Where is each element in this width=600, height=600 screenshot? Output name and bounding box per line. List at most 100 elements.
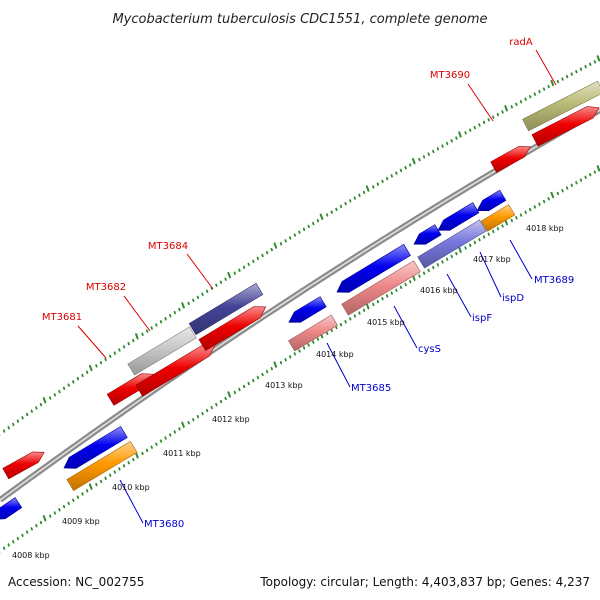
inner-track-tick	[81, 492, 84, 496]
outer-track-tick	[349, 199, 352, 203]
outer-track-tick	[150, 326, 153, 330]
inner-track-tick	[570, 183, 573, 188]
inner-track-tick	[381, 297, 384, 301]
outer-track-tick	[293, 233, 297, 237]
outer-track-tick	[273, 242, 278, 249]
outer-track-tick	[196, 295, 200, 299]
outer-track-tick	[473, 125, 477, 130]
inner-track-tick	[205, 408, 209, 413]
outer-track-tick	[88, 364, 93, 372]
outer-track-tick	[164, 317, 167, 321]
outer-track-tick	[132, 338, 135, 343]
gene-reverse-8	[413, 224, 442, 245]
outer-track-tick	[42, 397, 47, 404]
outer-track-tick	[376, 182, 380, 186]
gene-forward-1	[2, 451, 45, 480]
gene-reverse-12	[480, 204, 516, 232]
inner-track-tick	[127, 461, 130, 465]
outer-track-tick	[565, 74, 569, 79]
outer-track-tick	[242, 265, 246, 269]
inner-track-tick	[395, 288, 398, 292]
outer-track-tick	[427, 152, 430, 156]
inner-track-tick	[589, 173, 592, 177]
inner-track-tick	[515, 216, 518, 220]
inner-track-tick	[141, 451, 144, 456]
outer-track-tick	[455, 136, 458, 140]
scale-tick-label: 4017 kbp	[473, 255, 511, 264]
outer-track-tick	[353, 196, 357, 200]
inner-track-tick	[432, 265, 435, 270]
inner-track-tick	[596, 165, 600, 172]
outer-track-tick	[261, 253, 264, 258]
inner-track-tick	[265, 369, 269, 374]
scale-tick-label: 4013 kbp	[265, 381, 303, 390]
inner-track-tick	[501, 224, 504, 228]
outer-track-tick	[35, 406, 38, 410]
outer-track-tick	[524, 97, 527, 101]
outer-track-tick	[302, 227, 306, 231]
outer-track-tick	[159, 320, 163, 324]
outer-track-tick	[312, 221, 315, 226]
inner-track-tick	[187, 421, 190, 425]
inner-track-tick	[556, 191, 560, 196]
inner-track-tick	[584, 175, 587, 180]
outer-track-tick	[550, 79, 555, 87]
label-MT3681: MT3681	[42, 312, 82, 323]
label-leaders	[77, 49, 557, 524]
inner-track-tick	[76, 495, 80, 499]
inner-track-tick	[316, 337, 320, 341]
outer-track-tick	[307, 224, 310, 229]
outer-track-tick	[365, 185, 370, 192]
inner-track-tick	[42, 515, 47, 522]
gene-forward-7	[490, 146, 531, 173]
outer-track-tick	[135, 333, 139, 340]
outer-track-tick	[12, 422, 15, 427]
inner-track-tick	[487, 232, 490, 236]
outer-track-tick	[85, 370, 89, 374]
inner-track-tick	[67, 501, 70, 506]
inner-track-tick	[390, 291, 393, 295]
outer-track-tick	[316, 219, 320, 223]
outer-track-tick	[238, 268, 241, 272]
label-MT3684: MT3684	[148, 241, 188, 252]
inner-track-tick	[372, 302, 375, 307]
label-MT3685: MT3685	[351, 383, 391, 394]
outer-track-tick	[256, 256, 260, 261]
outer-track-tick	[411, 158, 416, 165]
outer-track-tick	[219, 280, 223, 284]
outer-track-tick	[205, 289, 209, 293]
outer-track-tick	[385, 176, 389, 181]
inner-track-tick	[95, 482, 98, 487]
scale-tick-label: 4010 kbp	[112, 483, 150, 492]
inner-track-tick	[270, 366, 273, 371]
outer-track-tick	[584, 65, 587, 69]
inner-track-tick	[35, 524, 38, 528]
outer-track-tick	[589, 62, 592, 66]
outer-track-tick	[99, 360, 103, 365]
inner-track-tick	[365, 303, 370, 310]
inner-track-tick	[227, 391, 232, 398]
gene-reverse-10	[437, 202, 480, 231]
inner-track-tick	[473, 240, 477, 245]
inner-track-tick	[104, 476, 107, 480]
outer-track-tick	[496, 112, 500, 117]
outer-track-tick	[529, 94, 532, 99]
outer-track-tick	[298, 230, 301, 234]
inner-track-tick	[409, 280, 412, 284]
outer-track-tick	[596, 55, 600, 62]
inner-track-tick	[233, 390, 237, 395]
label-MT3689: MT3689	[534, 275, 574, 286]
inner-track-tick	[30, 527, 33, 531]
inner-track-tick	[58, 508, 61, 512]
inner-track-tick	[145, 448, 149, 452]
inner-track-tick	[62, 504, 66, 509]
inner-track-tick	[113, 470, 117, 474]
outer-track-tick	[233, 271, 237, 275]
outer-track-tick	[399, 168, 403, 173]
inner-track-tick	[561, 189, 564, 193]
inner-track-tick	[404, 282, 407, 287]
inner-track-tick	[201, 411, 204, 416]
outer-track-tick	[247, 262, 250, 266]
inner-track-tick	[565, 186, 569, 190]
